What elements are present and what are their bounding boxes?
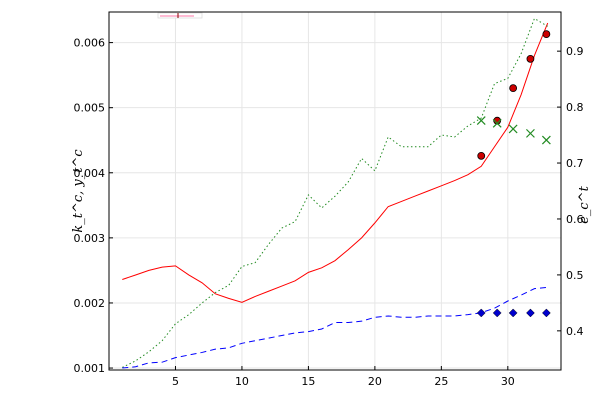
x-tick-label: 30 (501, 375, 515, 388)
data-point-diamond (508, 308, 518, 318)
plot-frame (108, 11, 562, 371)
ticks: 5 10 15 20 25 30 0.001 0.002 0.003 0.004 0.005 0.00… (74, 37, 584, 388)
marker-layer (476, 30, 551, 318)
data-point-cross (508, 124, 518, 134)
data-point-circle (526, 54, 535, 63)
x-tick-label: 15 (301, 375, 315, 388)
y-left-tick-label: 0.003 (74, 232, 106, 245)
series-line-dashed (122, 286, 548, 369)
data-point-cross (476, 116, 486, 125)
y-left-tick-label: 0.005 (74, 102, 106, 115)
y-left-tick-label: 0.002 (74, 297, 106, 310)
y-axis-left-label: k_t^c, y_t^c (71, 149, 86, 233)
legend-box (157, 12, 203, 19)
series-line-dotted (122, 17, 548, 368)
y-right-tick-label: 0.7 (566, 157, 584, 170)
y-right-tick-label: 0.6 (566, 213, 584, 226)
data-point-diamond (492, 308, 502, 318)
series-line-solid (122, 22, 549, 303)
y-left-tick-label: 0.006 (74, 37, 106, 50)
y-right-tick-label: 0.8 (566, 101, 584, 114)
series-layer (122, 17, 549, 369)
data-point-cross (525, 128, 535, 138)
data-point-diamond (476, 308, 486, 318)
data-point-diamond (542, 308, 551, 318)
data-point-circle (509, 84, 518, 93)
y-left-tick-label: 0.001 (74, 362, 106, 375)
grid (109, 12, 561, 370)
x-tick-label: 20 (368, 375, 382, 388)
data-point-cross (541, 135, 551, 145)
y-right-tick-label: 0.4 (566, 325, 584, 338)
data-point-diamond (526, 308, 535, 318)
y-axis-right-label: e_c^t (577, 185, 592, 223)
data-point-cross (492, 118, 502, 128)
data-point-circle (493, 116, 502, 125)
x-tick-label: 10 (235, 375, 249, 388)
y-right-tick-label: 0.9 (566, 45, 584, 58)
data-point-circle (477, 151, 486, 160)
x-tick-label: 5 (172, 375, 179, 388)
data-point-circle (542, 30, 551, 39)
y-left-tick-label: 0.004 (74, 167, 106, 180)
x-tick-label: 25 (434, 375, 448, 388)
y-right-tick-label: 0.5 (566, 269, 584, 282)
